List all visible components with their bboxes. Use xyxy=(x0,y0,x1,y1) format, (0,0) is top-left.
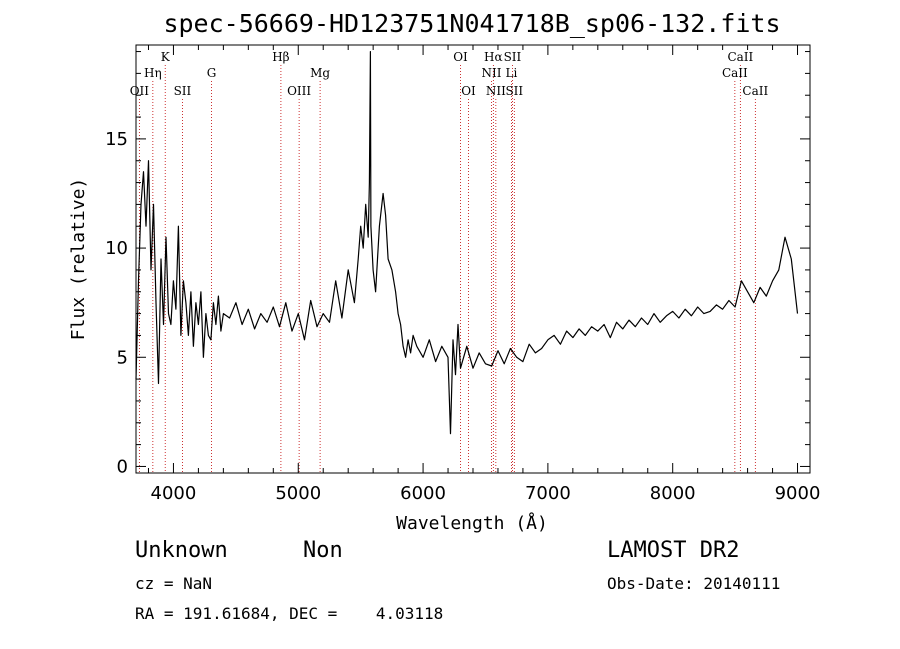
reference-line-label: OI xyxy=(461,84,476,98)
object-class: Unknown xyxy=(135,538,228,563)
reference-line-label: OI xyxy=(453,50,468,64)
y-tick-label: 10 xyxy=(105,238,128,259)
reference-line-label: CaII xyxy=(742,84,768,98)
spectrum-series xyxy=(135,50,799,435)
reference-line-label: Hα xyxy=(484,50,503,64)
object-subclass: Non xyxy=(303,538,343,563)
reference-line-label: G xyxy=(207,66,217,80)
spectrum-line xyxy=(135,50,799,435)
y-tick-label: 15 xyxy=(105,129,128,150)
reference-line-label: K xyxy=(161,50,171,64)
x-tick-label: 4000 xyxy=(151,483,197,504)
y-tick-label: 0 xyxy=(117,456,128,477)
y-tick-label: 5 xyxy=(117,347,128,368)
obs-date: Obs-Date: 20140111 xyxy=(607,574,781,593)
reference-line-label: SII xyxy=(504,50,522,64)
reference-line-label: CaII xyxy=(727,50,753,64)
axis-ticks: 4000 5000 6000 7000 8000 9000 0 5 10 15 xyxy=(105,45,820,504)
x-tick-label: 9000 xyxy=(775,483,821,504)
y-axis-label: Flux (relative) xyxy=(68,178,89,341)
plot-frame xyxy=(135,44,811,474)
reference-line-label: SII xyxy=(505,84,523,98)
reference-line-label: Mg xyxy=(310,66,330,80)
redshift-cz: cz = NaN xyxy=(135,574,213,593)
reference-line-label: CaII xyxy=(722,66,748,80)
reference-line-label: OII xyxy=(130,84,150,98)
survey-name: LAMOST DR2 xyxy=(607,538,740,563)
reference-line-label: Hη xyxy=(144,66,162,80)
chart-title: spec-56669-HD123751N041718B_sp06-132.fit… xyxy=(163,9,780,38)
reference-line-label: SII xyxy=(174,84,192,98)
x-axis-label: Wavelength (Å) xyxy=(396,512,548,534)
reference-line-label: NII xyxy=(481,66,501,80)
x-tick-label: 8000 xyxy=(650,483,696,504)
reference-line-label: OIII xyxy=(287,84,311,98)
reference-line-label: Hβ xyxy=(272,50,289,64)
x-tick-label: 7000 xyxy=(525,483,571,504)
reference-line-label: Li xyxy=(506,66,518,80)
reference-lines: OIIHηKSIIGHβOIIIMgOIOIHαNIINIISIILiSIICa… xyxy=(130,50,768,473)
x-tick-label: 6000 xyxy=(400,483,446,504)
reference-line-label: NII xyxy=(486,84,506,98)
ra-dec-coordinates: RA = 191.61684, DEC = 4.03118 xyxy=(135,604,444,623)
x-tick-label: 5000 xyxy=(275,483,321,504)
